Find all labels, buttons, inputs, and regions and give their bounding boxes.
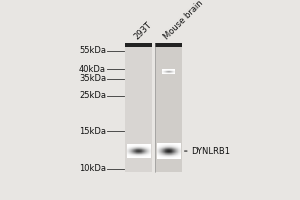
Bar bbox=[155, 43, 182, 47]
Text: 40kDa: 40kDa bbox=[79, 65, 106, 74]
Text: DYNLRB1: DYNLRB1 bbox=[191, 147, 230, 156]
Text: 25kDa: 25kDa bbox=[79, 91, 106, 100]
Text: 55kDa: 55kDa bbox=[79, 46, 106, 55]
Text: 15kDa: 15kDa bbox=[79, 127, 106, 136]
Bar bbox=[155, 43, 182, 172]
Text: 293T: 293T bbox=[132, 20, 153, 41]
Bar bbox=[125, 43, 152, 47]
Bar bbox=[125, 43, 152, 172]
Text: Mouse brain: Mouse brain bbox=[163, 0, 206, 41]
Text: 35kDa: 35kDa bbox=[79, 74, 106, 83]
Text: 10kDa: 10kDa bbox=[79, 164, 106, 173]
